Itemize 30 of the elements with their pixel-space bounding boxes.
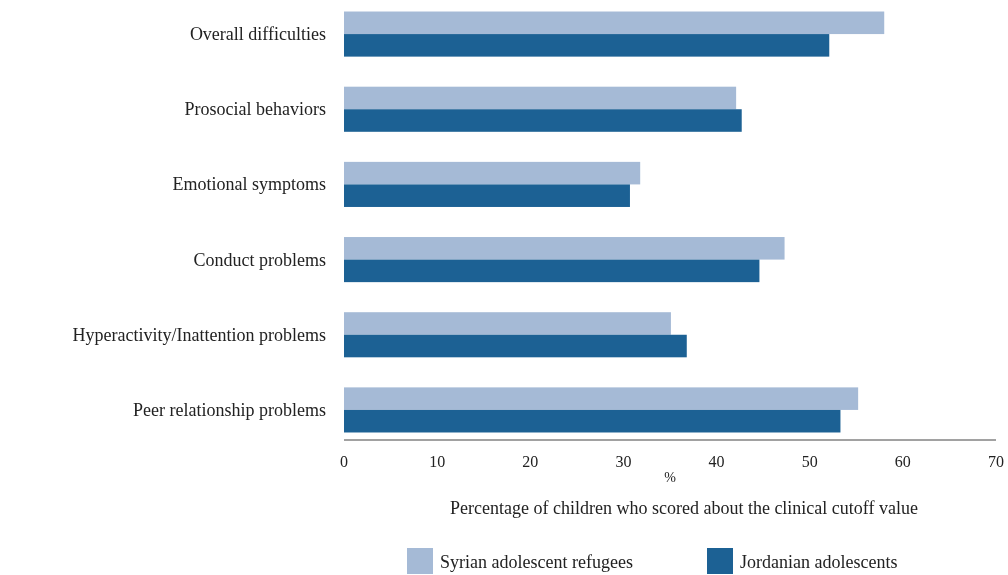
legend-label: Jordanian adolescents — [740, 552, 898, 572]
y-tick-label: Overall difficulties — [189, 24, 326, 45]
y-tick-label: Prosocial behaviors — [184, 99, 326, 120]
bar — [344, 237, 785, 260]
text: Percentage of children who scored about the clinical cutoff value — [450, 498, 918, 518]
legend-label: Syrian adolescent refugees — [440, 552, 633, 572]
y-tick-label: Hyperactivity/Inattention problems — [72, 324, 326, 345]
y-tick-label: Emotional symptoms — [172, 174, 326, 195]
bar — [344, 334, 687, 358]
bar — [344, 109, 742, 132]
bar — [344, 34, 830, 57]
bar — [344, 312, 671, 335]
bar — [344, 11, 885, 35]
x-tick-label: 50 — [801, 453, 818, 470]
x-tick-label: 20 — [522, 453, 539, 470]
x-axis-title: % — [664, 470, 677, 485]
x-tick-label: 0 — [340, 453, 348, 470]
x-tick-label: 10 — [429, 453, 446, 470]
x-tick-label: 40 — [708, 453, 725, 470]
x-tick-label: 60 — [894, 453, 911, 470]
bar — [344, 161, 641, 185]
x-tick-label: 70 — [988, 453, 1004, 470]
y-tick-label: Peer relationship problems — [133, 399, 326, 420]
x-tick-label: 30 — [615, 453, 632, 470]
bar — [344, 409, 841, 433]
bar — [344, 184, 630, 207]
y-tick-label: Conduct problems — [193, 249, 326, 270]
bar — [344, 387, 859, 410]
bar — [344, 259, 760, 283]
bar — [344, 86, 737, 110]
